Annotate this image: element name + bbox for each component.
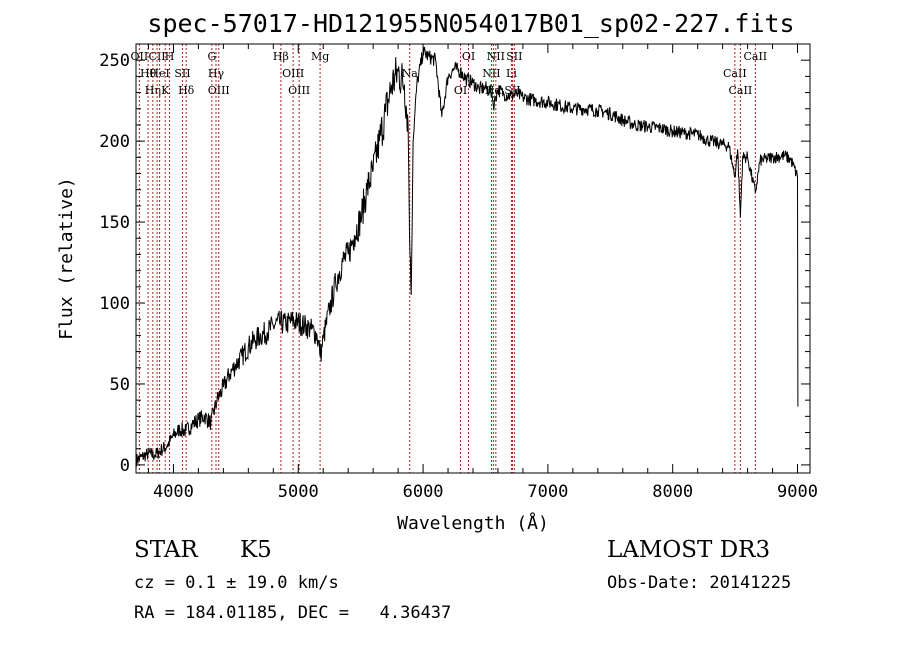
line-marker-label: NII: [482, 67, 500, 80]
line-marker-label: OII: [131, 50, 149, 63]
x-tick-label: 7000: [527, 482, 568, 502]
line-marker-label: Hη: [145, 84, 161, 97]
y-tick-label: 0: [120, 456, 130, 476]
line-marker-label: Mg: [311, 50, 329, 63]
line-marker-label: NII: [487, 50, 505, 63]
line-marker-label: K: [161, 84, 170, 97]
line-marker-label: CaII: [729, 84, 753, 97]
line-marker-label: G: [207, 50, 216, 63]
line-marker-label: Hβ: [273, 50, 289, 63]
line-marker-label: Hδ: [178, 84, 195, 97]
line-marker-label: OI: [462, 50, 475, 63]
object-class: STAR: [134, 537, 198, 563]
line-marker-label: Hγ: [208, 67, 225, 80]
x-tick-label: 8000: [652, 482, 693, 502]
y-tick-label: 150: [99, 213, 130, 233]
x-tick-label: 4000: [153, 482, 194, 502]
obs-date: Obs-Date: 20141225: [607, 573, 792, 593]
subclass: K5: [240, 537, 272, 563]
survey-label: LAMOST DR3: [607, 537, 771, 563]
spectrum-line: [135, 46, 799, 467]
y-tick-label: 100: [99, 294, 130, 314]
redshift-text: cz = 0.1 ± 19.0 km/s: [134, 573, 339, 593]
y-axis-label: Flux (relative): [56, 177, 77, 340]
x-tick-label: 5000: [278, 482, 319, 502]
plot-frame: [135, 43, 811, 474]
line-marker-label: OIII: [288, 84, 310, 97]
line-marker-label: OIII: [208, 84, 230, 97]
y-tick-label: 200: [99, 132, 130, 152]
x-tick-label: 9000: [777, 482, 818, 502]
line-marker-label: H: [165, 50, 175, 63]
line-marker-label: Na: [402, 67, 419, 80]
line-marker-label: OIII: [282, 67, 304, 80]
line-marker-label: SII: [506, 50, 522, 63]
line-marker-label: CaII: [743, 50, 767, 63]
y-tick-label: 250: [99, 51, 130, 71]
line-marker-label: CaII: [723, 67, 747, 80]
line-marker-label: CII: [149, 50, 166, 63]
coordinates: RA = 184.01185, DEC = 4.36437: [134, 603, 452, 623]
line-marker-label: SII: [174, 67, 190, 80]
y-tick-label: 50: [110, 375, 130, 395]
x-tick-label: 6000: [403, 482, 444, 502]
x-axis-label: Wavelength (Å): [397, 512, 549, 534]
line-marker-label: OI: [454, 84, 467, 97]
chart-title: spec-57017-HD121955N054017B01_sp02-227.f…: [147, 9, 794, 38]
line-marker-label: HeI: [149, 67, 169, 80]
line-marker-label: Li: [506, 67, 517, 80]
